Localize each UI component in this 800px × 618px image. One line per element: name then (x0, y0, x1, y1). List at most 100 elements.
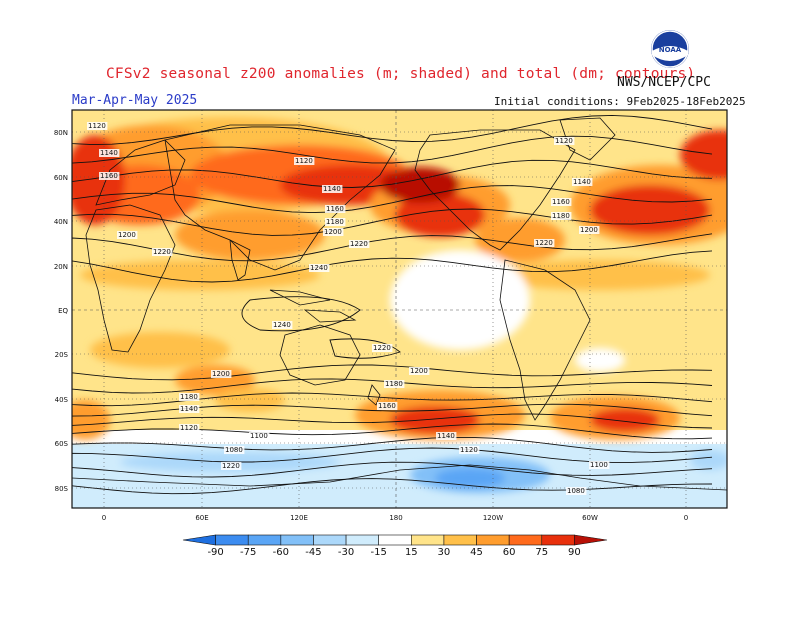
contour-label-text: 1180 (326, 218, 344, 226)
contour-label: 1120 (459, 446, 480, 454)
contour-label: 1140 (436, 432, 457, 440)
band-neutral (72, 430, 727, 444)
anomaly-tropics-4 (490, 260, 710, 290)
contour-label: 1120 (179, 424, 200, 432)
contour-label-text: 1140 (180, 405, 198, 413)
contour-label: 1200 (211, 370, 232, 378)
height-contour (72, 135, 713, 164)
lat-label: 80S (55, 485, 69, 493)
height-contour (72, 185, 713, 214)
lon-label: 120E (290, 514, 308, 522)
lat-label: 20N (54, 263, 68, 271)
contour-label: 1200 (323, 228, 344, 236)
anomaly-south-6 (215, 388, 285, 412)
colorbar-swatch (541, 534, 575, 546)
neutral-pacific (390, 250, 530, 350)
anomaly-north-10 (590, 185, 710, 235)
colorbar-swatch (247, 534, 282, 546)
colorbar-swatch (215, 534, 249, 546)
coastline (72, 464, 727, 491)
contour-labels: 1120 1140 1160 1200 1220 1120 1140 1160 1180 1200… (87, 122, 610, 495)
contour-label: 1160 (551, 198, 572, 206)
contour-label-text: 1160 (326, 205, 344, 213)
colorbar-tick-label: 45 (470, 547, 483, 558)
height-contour (72, 403, 713, 417)
contour-label-text: 1200 (410, 367, 428, 375)
coastline (499, 259, 591, 421)
contour-label: 1160 (99, 172, 120, 180)
contour-label-text: 1240 (273, 321, 291, 329)
height-contour (72, 423, 713, 440)
contour-label-text: 1120 (180, 424, 198, 432)
contour-label-text: 1200 (212, 370, 230, 378)
contour-label-text: 1120 (295, 157, 313, 165)
contour-label-text: 1160 (100, 172, 118, 180)
colorbar-swatch (476, 534, 510, 546)
colorbar-tick-label: 30 (438, 547, 451, 558)
lon-label: 60W (582, 514, 598, 522)
map-frame (71, 109, 728, 509)
colorbar-tick-label: -60 (273, 547, 289, 558)
height-contour (72, 114, 713, 146)
lat-label: EQ (58, 307, 68, 315)
contour-label-text: 1140 (573, 178, 591, 186)
contour-label-text: 1160 (378, 402, 396, 410)
coastline (279, 324, 361, 386)
contour-label-text: 1220 (373, 344, 391, 352)
lat-label: 20S (55, 351, 69, 359)
contour-label: 1240 (272, 321, 293, 329)
height-contour (72, 478, 713, 495)
lon-label: 0 (684, 514, 688, 522)
contour-label-text: 1220 (222, 462, 240, 470)
contour-label-text: 1140 (323, 185, 341, 193)
contour-label: 1160 (325, 205, 346, 213)
contour-label: 1100 (589, 461, 610, 469)
colorbar-tick-label: -15 (371, 547, 387, 558)
anomaly-north-8 (380, 167, 460, 203)
contour-label: 1160 (377, 402, 398, 410)
contour-label: 1140 (572, 178, 593, 186)
coastline (367, 384, 381, 406)
height-contour (329, 338, 401, 359)
coastline (164, 124, 396, 271)
height-contour (72, 436, 713, 453)
contour-label-text: 1180 (552, 212, 570, 220)
contour-label: 1220 (349, 240, 370, 248)
coastline (269, 289, 331, 306)
contour-label-text: 1120 (555, 137, 573, 145)
colorbar-swatch (313, 534, 347, 546)
colorbar-tick-label: 75 (535, 547, 548, 558)
colorbar-tick-label: 60 (503, 547, 516, 558)
colorbar-tick-label: -75 (240, 547, 256, 558)
contour-label: 1180 (325, 218, 346, 226)
contour-label: 1200 (579, 226, 600, 234)
height-contour (72, 364, 713, 381)
contour-label-text: 1140 (100, 149, 118, 157)
anomaly-north-11 (175, 210, 325, 260)
chart-title: CFSv2 seasonal z200 anomalies (m; shaded… (106, 66, 696, 82)
agency-label: NWS/NCEP/CPC (617, 75, 711, 90)
anomaly-north-14 (680, 130, 727, 180)
initial-conditions: Initial conditions: 9Feb2025-18Feb2025 (494, 95, 746, 108)
lon-label: 180 (389, 514, 402, 522)
noaa-logo: NOAA (651, 30, 689, 68)
contour-label: 1120 (554, 137, 575, 145)
longitude-labels: 0 60E 120E 180 120W 60W 0 (102, 514, 688, 522)
colorbar-swatch (345, 534, 379, 546)
contour-label-text: 1120 (88, 122, 106, 130)
height-contour (72, 413, 713, 429)
contour-label-text: 1080 (225, 446, 243, 454)
lon-label: 0 (102, 514, 106, 522)
contour-label: 1140 (322, 185, 343, 193)
latitude-labels: 80N 60N 40N 20N EQ 20S 40S 60S 80S (54, 129, 69, 493)
contour-label-text: 1080 (567, 487, 585, 495)
height-contour (72, 250, 713, 283)
height-contour (72, 461, 713, 478)
colorbar-swatch (182, 534, 216, 546)
coastline (85, 204, 176, 353)
logo-text: NOAA (659, 46, 682, 54)
contour-label: 1220 (152, 248, 173, 256)
colorbar: -90 -75 -60 -45 -30 -15 15 30 45 60 75 90 (182, 534, 608, 558)
anomaly-north-13 (72, 135, 125, 225)
contour-label-text: 1220 (535, 239, 553, 247)
